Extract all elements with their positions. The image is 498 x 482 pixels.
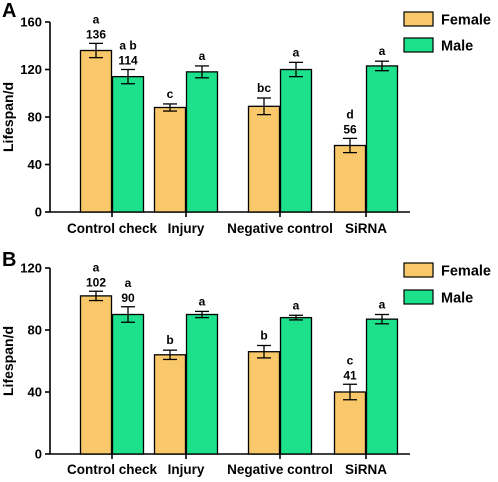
significance-letter: a xyxy=(293,298,300,312)
y-axis-label: Lifespan/d xyxy=(0,326,16,396)
bar xyxy=(111,313,145,455)
chart-panel-a: A Lifespan/d 0 40 80 120 160 Control check Injur… xyxy=(0,0,491,236)
bar xyxy=(185,71,219,213)
legend-swatch xyxy=(403,289,434,305)
significance-letter: a b xyxy=(119,39,136,53)
data-label: 102 xyxy=(86,275,106,289)
bar xyxy=(333,391,367,455)
bar xyxy=(333,144,367,213)
legend-label: Male xyxy=(441,39,473,55)
y-tick-label: 80 xyxy=(28,323,42,338)
significance-letter: c xyxy=(167,87,174,101)
bar xyxy=(153,354,187,455)
bar xyxy=(79,49,113,213)
legend-label: Female xyxy=(441,13,491,29)
panel-letter: B xyxy=(2,249,16,271)
significance-letter: c xyxy=(347,353,354,367)
y-tick-label: 0 xyxy=(35,205,42,220)
significance-letter: a xyxy=(199,294,206,308)
y-tick-label: 40 xyxy=(28,157,42,172)
bar xyxy=(247,105,281,213)
significance-letter: a xyxy=(93,260,100,274)
chart-panel-b: B Lifespan/d 0 40 80 120 Control check Injury Ne… xyxy=(0,249,491,477)
legend-swatch xyxy=(403,37,434,53)
legend-label: Female xyxy=(441,264,491,280)
bar xyxy=(279,68,313,213)
x-tick-label: SiRNA xyxy=(345,221,387,236)
significance-letter: b xyxy=(260,329,267,343)
significance-letter: a xyxy=(125,276,132,290)
bar xyxy=(279,316,313,455)
significance-letter: bc xyxy=(257,81,271,95)
panel-letter: A xyxy=(2,0,16,22)
x-tick-label: SiRNA xyxy=(345,462,387,477)
y-tick-label: 160 xyxy=(20,15,42,30)
data-label: 56 xyxy=(343,122,357,136)
x-tick-label: Negative control xyxy=(227,462,333,477)
significance-letter: a xyxy=(93,12,100,26)
legend-swatch xyxy=(403,262,434,278)
data-label: 136 xyxy=(86,27,106,41)
y-tick-label: 120 xyxy=(20,62,42,77)
significance-letter: a xyxy=(293,45,300,59)
y-axis-label: Lifespan/d xyxy=(0,82,16,152)
bar xyxy=(111,75,145,213)
x-tick-label: Injury xyxy=(168,462,205,477)
significance-letter: a xyxy=(379,298,386,312)
significance-letter: b xyxy=(166,333,173,347)
significance-letter: a xyxy=(199,49,206,63)
y-tick-label: 0 xyxy=(35,447,42,462)
y-tick-label: 120 xyxy=(20,261,42,276)
legend-label: Male xyxy=(441,291,473,307)
bar xyxy=(79,295,113,455)
bar xyxy=(247,351,281,455)
data-label: 114 xyxy=(118,54,138,68)
bar xyxy=(153,106,187,213)
x-tick-label: Control check xyxy=(67,221,158,236)
x-tick-label: Control check xyxy=(67,462,158,477)
y-tick-label: 40 xyxy=(28,385,42,400)
y-tick-label: 80 xyxy=(28,110,42,125)
bar xyxy=(365,65,399,213)
data-label: 90 xyxy=(121,291,135,305)
significance-letter: a xyxy=(379,44,386,58)
bar xyxy=(365,318,399,455)
significance-letter: d xyxy=(346,107,353,121)
legend-swatch xyxy=(403,11,434,27)
x-tick-label: Injury xyxy=(168,221,205,236)
x-tick-label: Negative control xyxy=(227,221,333,236)
data-label: 41 xyxy=(343,368,357,382)
bar xyxy=(185,313,219,455)
